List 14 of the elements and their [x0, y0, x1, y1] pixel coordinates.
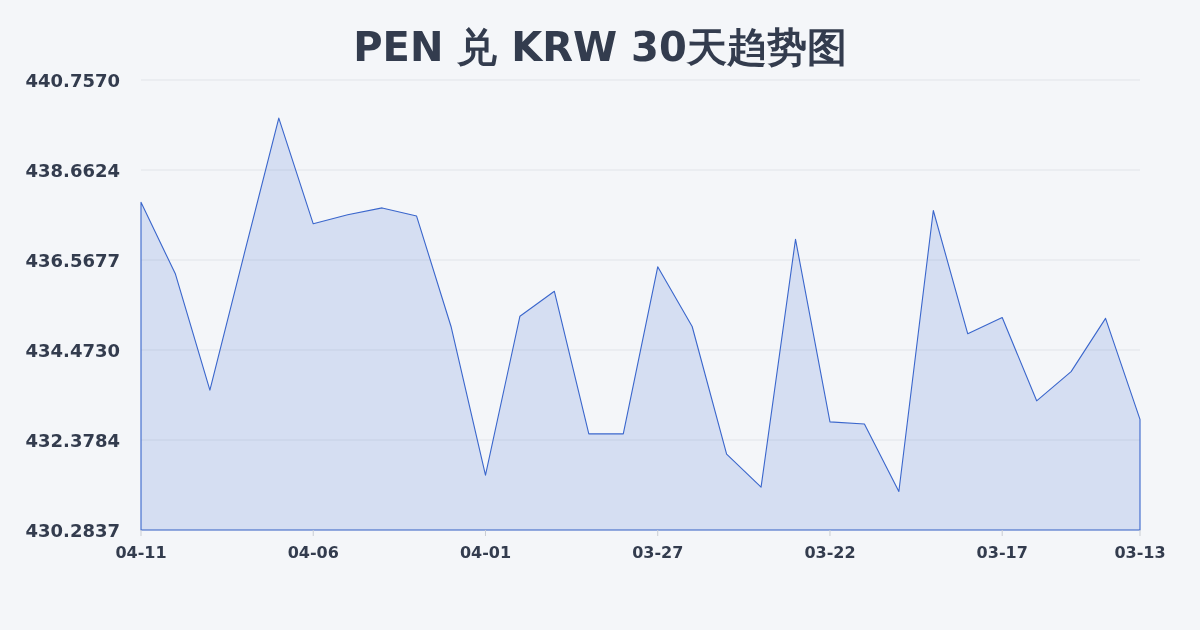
x-tick-label: 03-27	[632, 543, 684, 562]
y-tick-label: 434.4730	[25, 339, 120, 361]
x-tick-label: 03-17	[976, 543, 1028, 562]
y-tick-label: 438.6624	[25, 159, 120, 181]
x-tick-label: 03-13	[1114, 543, 1166, 562]
y-tick-label: 432.3784	[25, 429, 120, 451]
y-tick-label: 440.7570	[25, 69, 120, 91]
x-tick-label: 04-06	[287, 543, 339, 562]
chart-title: PEN 兑 KRW 30天趋势图	[353, 24, 847, 70]
x-tick-label: 04-01	[459, 543, 512, 562]
x-tick-label: 04-11	[115, 543, 167, 562]
y-tick-label: 436.5677	[25, 249, 120, 271]
y-tick-label: 430.2837	[25, 519, 120, 541]
x-tick-label: 03-22	[804, 543, 856, 562]
